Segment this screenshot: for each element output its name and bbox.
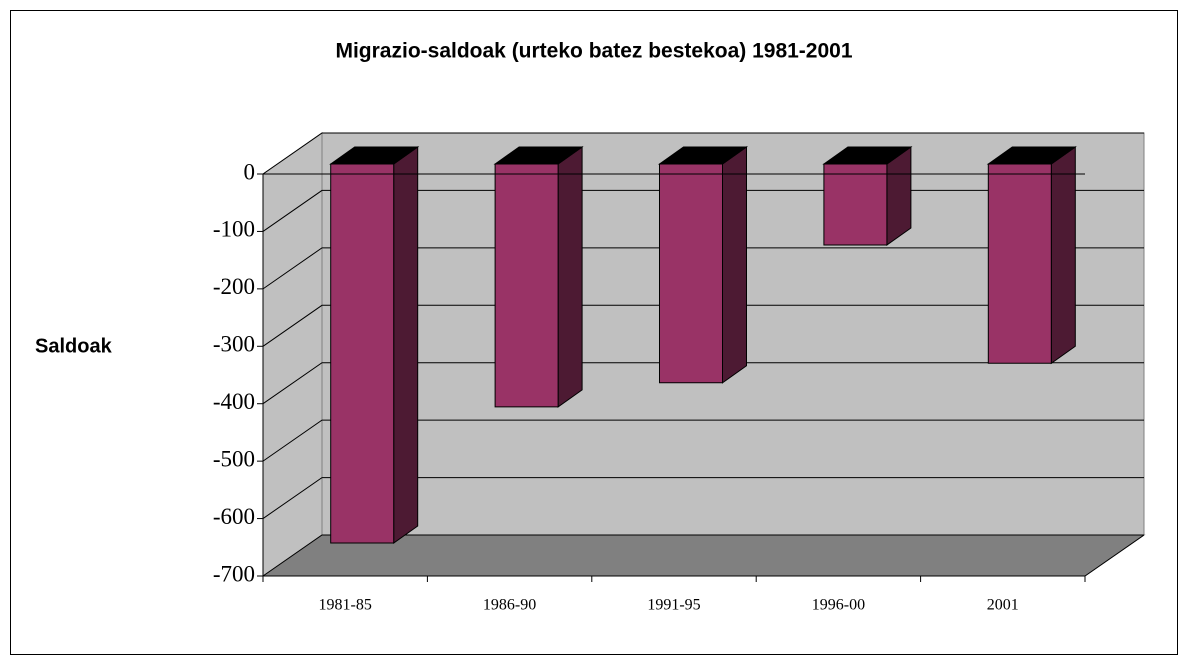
bar-front [823, 163, 888, 246]
bar-side [557, 146, 583, 408]
bar [493, 146, 584, 408]
bar-front [659, 163, 723, 384]
bar-side [1050, 146, 1076, 365]
bar-front [987, 163, 1052, 364]
y-tick-label: -400 [213, 389, 255, 414]
bar [822, 146, 913, 246]
y-tick-label: 0 [244, 159, 256, 184]
bar-side [722, 146, 747, 384]
grid-line [262, 247, 1144, 290]
bar [986, 146, 1077, 365]
grid-line [262, 304, 1144, 347]
grid-line [262, 419, 1144, 462]
x-tick-label: 1986-90 [483, 597, 536, 614]
side-wall [262, 132, 323, 577]
x-tick-label: 1996-00 [812, 597, 865, 614]
y-tick-label: -200 [213, 274, 255, 299]
x-tick-label: 1991-95 [647, 597, 700, 614]
bar-front [330, 163, 395, 544]
y-axis-label: Saldoak [35, 335, 113, 357]
chart-title: Migrazio-saldoak (urteko batez bestekoa)… [335, 40, 852, 63]
bar-front [494, 163, 559, 408]
floor-edge [1084, 534, 1145, 577]
grid-line [262, 132, 1144, 175]
bar-side [393, 146, 419, 544]
x-tick-label: 1981-85 [319, 597, 372, 614]
y-tick-label: -100 [213, 217, 255, 242]
grid-line [262, 362, 1144, 405]
bar [657, 146, 749, 384]
bar [329, 146, 420, 544]
y-tick-label: -500 [213, 446, 255, 471]
x-tick-label: 2001 [987, 597, 1019, 614]
y-tick-label: -300 [213, 332, 255, 357]
grid-line [262, 477, 1144, 519]
y-tick-label: -700 [213, 561, 255, 586]
grid-line [262, 534, 1144, 577]
y-tick-label: -600 [213, 504, 255, 529]
